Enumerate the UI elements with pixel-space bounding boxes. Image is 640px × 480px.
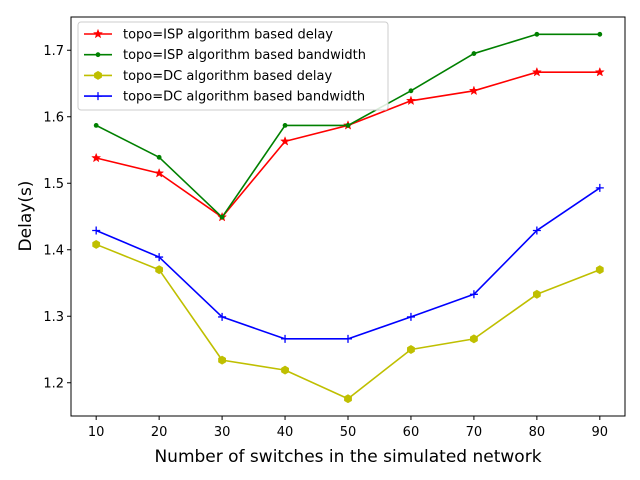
legend-label: topo=ISP algorithm based delay bbox=[123, 28, 333, 43]
y-tick-label: 1.2 bbox=[43, 376, 64, 391]
data-point-marker bbox=[408, 88, 414, 94]
x-tick-label: 90 bbox=[592, 425, 609, 440]
legend-label: topo=DC algorithm based bandwidth bbox=[123, 90, 365, 105]
x-tick-label: 40 bbox=[277, 425, 294, 440]
data-point-marker bbox=[156, 154, 162, 160]
legend-item: topo=DC algorithm based bandwidth bbox=[84, 90, 365, 105]
y-tick-label: 1.5 bbox=[43, 177, 64, 192]
y-tick-label: 1.4 bbox=[43, 243, 64, 258]
legend-marker bbox=[95, 52, 101, 58]
data-point-marker bbox=[91, 152, 102, 163]
x-axis: 10 20 30 40 50 60 70 80 90 bbox=[88, 416, 608, 440]
legend-item: topo=ISP algorithm based delay bbox=[84, 28, 333, 43]
data-point-marker bbox=[92, 239, 101, 249]
data-point-marker bbox=[281, 334, 290, 343]
legend-marker bbox=[94, 70, 102, 80]
legend-marker bbox=[94, 92, 102, 101]
x-tick-label: 60 bbox=[403, 425, 420, 440]
x-tick-label: 80 bbox=[529, 425, 546, 440]
data-point-marker bbox=[468, 85, 479, 96]
data-point-marker bbox=[534, 31, 540, 37]
series-line bbox=[95, 187, 601, 340]
y-tick-label: 1.3 bbox=[43, 310, 64, 325]
data-point-marker bbox=[155, 253, 164, 262]
legend: topo=ISP algorithm based delay topo=ISP a… bbox=[77, 21, 389, 111]
data-point-marker bbox=[470, 334, 478, 344]
y-tick-label: 1.6 bbox=[43, 110, 64, 125]
y-tick-label: 1.7 bbox=[43, 44, 64, 59]
data-point-marker bbox=[406, 312, 415, 321]
data-point-marker bbox=[93, 122, 99, 128]
data-point-marker bbox=[344, 394, 352, 404]
data-point-marker bbox=[92, 226, 101, 235]
data-point-marker bbox=[345, 122, 351, 128]
series-4 bbox=[92, 183, 604, 343]
x-tick-label: 10 bbox=[88, 425, 105, 440]
data-point-marker bbox=[532, 289, 541, 299]
x-tick-label: 50 bbox=[340, 425, 357, 440]
data-point-marker bbox=[532, 226, 541, 235]
data-point-marker bbox=[219, 214, 225, 220]
data-point-marker bbox=[282, 122, 288, 128]
data-point-marker bbox=[594, 66, 605, 77]
legend-marker bbox=[92, 28, 104, 39]
data-point-marker bbox=[531, 66, 542, 77]
x-tick-label: 30 bbox=[214, 425, 231, 440]
legend-label: topo=DC algorithm based delay bbox=[123, 69, 332, 84]
data-point-marker bbox=[218, 312, 227, 321]
data-point-marker bbox=[597, 31, 603, 37]
data-point-marker bbox=[344, 334, 352, 343]
x-tick-label: 20 bbox=[151, 425, 168, 440]
data-point-marker bbox=[155, 265, 164, 275]
data-point-marker bbox=[279, 136, 291, 146]
data-point-marker bbox=[469, 290, 478, 299]
data-point-marker bbox=[595, 265, 604, 275]
legend-label: topo=ISP algorithm based bandwidth bbox=[123, 48, 366, 63]
data-point-marker bbox=[405, 95, 417, 106]
series-layer bbox=[91, 31, 605, 404]
x-tick-label: 70 bbox=[466, 425, 483, 440]
series-2 bbox=[93, 31, 603, 220]
data-point-marker bbox=[154, 167, 165, 178]
x-axis-title: Number of switches in the simulated netw… bbox=[154, 447, 541, 467]
data-point-marker bbox=[471, 51, 477, 56]
legend-item: topo=DC algorithm based delay bbox=[84, 69, 332, 84]
data-point-marker bbox=[281, 365, 289, 375]
legend-item: topo=ISP algorithm based bandwidth bbox=[84, 48, 366, 63]
series-line bbox=[95, 243, 601, 400]
y-axis-title: Delay(s) bbox=[16, 181, 36, 252]
data-point-marker bbox=[595, 183, 604, 192]
series-3 bbox=[92, 239, 604, 404]
y-axis: 1.2 1.3 1.4 1.5 1.6 1.7 bbox=[43, 44, 71, 391]
legend-box bbox=[77, 21, 389, 111]
data-point-marker bbox=[218, 355, 226, 365]
data-point-marker bbox=[407, 345, 415, 354]
